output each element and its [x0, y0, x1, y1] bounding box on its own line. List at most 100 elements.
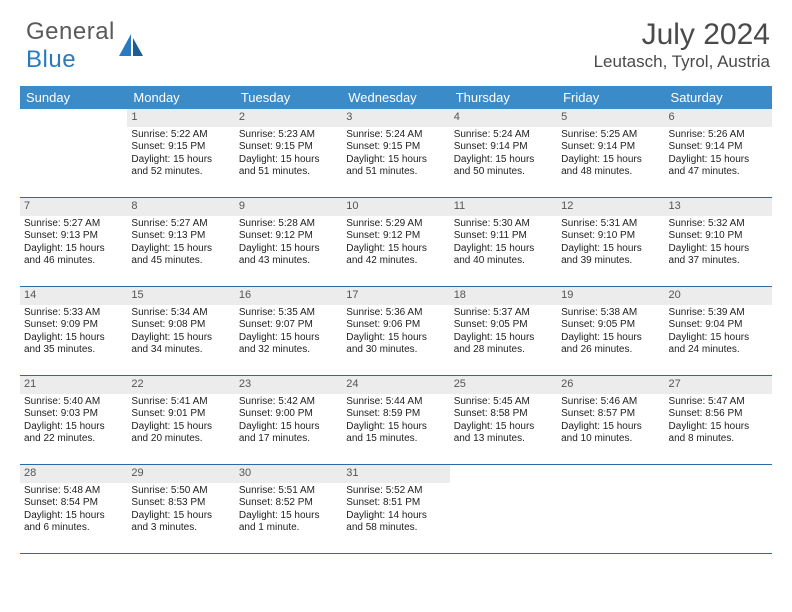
- calendar-cell: 8Sunrise: 5:27 AMSunset: 9:13 PMDaylight…: [127, 198, 234, 286]
- day-body: Sunrise: 5:36 AMSunset: 9:06 PMDaylight:…: [342, 306, 449, 360]
- sunrise-text: Sunrise: 5:27 AM: [131, 218, 230, 231]
- day-number: 9: [235, 198, 342, 216]
- sunrise-text: Sunrise: 5:29 AM: [346, 218, 445, 231]
- calendar-cell: 11 Sunrise: 5:30 AMSunset: 9:11 PMDayligh…: [450, 198, 557, 286]
- sunrise-text: Sunrise: 5:27 AM: [24, 218, 123, 231]
- sunrise-text: Sunrise: 5:51 AM: [239, 485, 338, 498]
- sunrise-text: Sunrise: 5:36 AM: [346, 307, 445, 320]
- sunrise-text: Sunrise: 5:35 AM: [239, 307, 338, 320]
- sunset-text: Sunset: 9:03 PM: [24, 408, 123, 421]
- day-body: Sunrise: 5:27 AMSunset: 9:13 PMDaylight:…: [127, 217, 234, 271]
- calendar-cell: 20Sunrise: 5:39 AMSunset: 9:04 PMDayligh…: [665, 287, 772, 375]
- day-body: Sunrise: 5:45 AMSunset: 8:58 PMDaylight:…: [450, 395, 557, 449]
- day-number: 25: [450, 376, 557, 394]
- daylight-text: Daylight: 15 hours and 35 minutes.: [24, 332, 123, 357]
- page-title: July 2024: [594, 18, 770, 52]
- day-body: Sunrise: 5:44 AMSunset: 8:59 PMDaylight:…: [342, 395, 449, 449]
- daylight-text: Daylight: 15 hours and 6 minutes.: [24, 510, 123, 535]
- page-header: General Blue July 2024 Leutasch, Tyrol, …: [0, 0, 792, 80]
- calendar-cell: 16Sunrise: 5:35 AMSunset: 9:07 PMDayligh…: [235, 287, 342, 375]
- sunrise-text: Sunrise: 5:28 AM: [239, 218, 338, 231]
- day-number: 27: [665, 376, 772, 394]
- sunset-text: Sunset: 9:11 PM: [454, 230, 553, 243]
- brand-word2: Blue: [26, 46, 76, 73]
- sunrise-text: Sunrise: 5:46 AM: [561, 396, 660, 409]
- sunrise-text: Sunrise: 5:31 AM: [561, 218, 660, 231]
- calendar-cell: 28Sunrise: 5:48 AMSunset: 8:54 PMDayligh…: [20, 465, 127, 553]
- day-body: Sunrise: 5:41 AMSunset: 9:01 PMDaylight:…: [127, 395, 234, 449]
- calendar-cell-empty: [20, 109, 127, 197]
- calendar-cell: 26Sunrise: 5:46 AMSunset: 8:57 PMDayligh…: [557, 376, 664, 464]
- day-body: Sunrise: 5:37 AMSunset: 9:05 PMDaylight:…: [450, 306, 557, 360]
- brand-logo: General Blue: [26, 18, 147, 74]
- sunset-text: Sunset: 9:05 PM: [454, 319, 553, 332]
- sunset-text: Sunset: 9:13 PM: [131, 230, 230, 243]
- calendar-cell: 3Sunrise: 5:24 AMSunset: 9:15 PMDaylight…: [342, 109, 449, 197]
- weekday-header: Monday: [127, 86, 234, 109]
- day-body: Sunrise: 5:39 AMSunset: 9:04 PMDaylight:…: [665, 306, 772, 360]
- sunset-text: Sunset: 9:15 PM: [239, 141, 338, 154]
- day-body: Sunrise: 5:35 AMSunset: 9:07 PMDaylight:…: [235, 306, 342, 360]
- day-number: 5: [557, 109, 664, 127]
- day-number: 16: [235, 287, 342, 305]
- sunrise-text: Sunrise: 5:24 AM: [346, 129, 445, 142]
- sunrise-text: Sunrise: 5:40 AM: [24, 396, 123, 409]
- weekday-header: Sunday: [20, 86, 127, 109]
- daylight-text: Daylight: 15 hours and 40 minutes.: [454, 243, 553, 268]
- sunset-text: Sunset: 8:52 PM: [239, 497, 338, 510]
- sunset-text: Sunset: 9:14 PM: [561, 141, 660, 154]
- day-number: 29: [127, 465, 234, 483]
- day-body: Sunrise: 5:23 AMSunset: 9:15 PMDaylight:…: [235, 128, 342, 182]
- daylight-text: Daylight: 15 hours and 52 minutes.: [131, 154, 230, 179]
- calendar-cell: 1Sunrise: 5:22 AMSunset: 9:15 PMDaylight…: [127, 109, 234, 197]
- day-body: Sunrise: 5:40 AMSunset: 9:03 PMDaylight:…: [20, 395, 127, 449]
- daylight-text: Daylight: 15 hours and 51 minutes.: [346, 154, 445, 179]
- sunrise-text: Sunrise: 5:44 AM: [346, 396, 445, 409]
- sail-icon: [117, 32, 147, 63]
- sunset-text: Sunset: 8:54 PM: [24, 497, 123, 510]
- sunrise-text: Sunrise: 5:52 AM: [346, 485, 445, 498]
- sunset-text: Sunset: 9:01 PM: [131, 408, 230, 421]
- calendar-cell: 14Sunrise: 5:33 AMSunset: 9:09 PMDayligh…: [20, 287, 127, 375]
- sunrise-text: Sunrise: 5:41 AM: [131, 396, 230, 409]
- title-block: July 2024 Leutasch, Tyrol, Austria: [594, 18, 770, 72]
- daylight-text: Daylight: 15 hours and 20 minutes.: [131, 421, 230, 446]
- calendar-cell: 29Sunrise: 5:50 AMSunset: 8:53 PMDayligh…: [127, 465, 234, 553]
- calendar-cell: 7Sunrise: 5:27 AMSunset: 9:13 PMDaylight…: [20, 198, 127, 286]
- sunset-text: Sunset: 9:12 PM: [239, 230, 338, 243]
- day-number: 20: [665, 287, 772, 305]
- sunset-text: Sunset: 9:10 PM: [561, 230, 660, 243]
- day-number: 18: [450, 287, 557, 305]
- calendar-week-row: 1Sunrise: 5:22 AMSunset: 9:15 PMDaylight…: [20, 109, 772, 198]
- daylight-text: Daylight: 15 hours and 8 minutes.: [669, 421, 768, 446]
- day-number: 11: [450, 198, 557, 216]
- sunrise-text: Sunrise: 5:22 AM: [131, 129, 230, 142]
- sunset-text: Sunset: 9:15 PM: [131, 141, 230, 154]
- day-number: 3: [342, 109, 449, 127]
- day-body: Sunrise: 5:28 AMSunset: 9:12 PMDaylight:…: [235, 217, 342, 271]
- calendar-week-row: 14Sunrise: 5:33 AMSunset: 9:09 PMDayligh…: [20, 287, 772, 376]
- day-number: 2: [235, 109, 342, 127]
- day-body: Sunrise: 5:38 AMSunset: 9:05 PMDaylight:…: [557, 306, 664, 360]
- sunrise-text: Sunrise: 5:39 AM: [669, 307, 768, 320]
- sunrise-text: Sunrise: 5:37 AM: [454, 307, 553, 320]
- day-number: 15: [127, 287, 234, 305]
- calendar-cell: 21Sunrise: 5:40 AMSunset: 9:03 PMDayligh…: [20, 376, 127, 464]
- sunset-text: Sunset: 9:14 PM: [669, 141, 768, 154]
- weekday-header-row: SundayMondayTuesdayWednesdayThursdayFrid…: [20, 86, 772, 109]
- sunset-text: Sunset: 9:05 PM: [561, 319, 660, 332]
- sunset-text: Sunset: 8:59 PM: [346, 408, 445, 421]
- sunrise-text: Sunrise: 5:47 AM: [669, 396, 768, 409]
- day-number: 17: [342, 287, 449, 305]
- calendar-cell: 31Sunrise: 5:52 AMSunset: 8:51 PMDayligh…: [342, 465, 449, 553]
- calendar-cell: 5Sunrise: 5:25 AMSunset: 9:14 PMDaylight…: [557, 109, 664, 197]
- day-body: Sunrise: 5:52 AMSunset: 8:51 PMDaylight:…: [342, 484, 449, 538]
- brand-text: General Blue: [26, 18, 115, 74]
- daylight-text: Daylight: 15 hours and 39 minutes.: [561, 243, 660, 268]
- calendar-week-row: 28Sunrise: 5:48 AMSunset: 8:54 PMDayligh…: [20, 465, 772, 554]
- day-number: 21: [20, 376, 127, 394]
- sunrise-text: Sunrise: 5:30 AM: [454, 218, 553, 231]
- day-body: Sunrise: 5:51 AMSunset: 8:52 PMDaylight:…: [235, 484, 342, 538]
- daylight-text: Daylight: 15 hours and 32 minutes.: [239, 332, 338, 357]
- sunset-text: Sunset: 8:56 PM: [669, 408, 768, 421]
